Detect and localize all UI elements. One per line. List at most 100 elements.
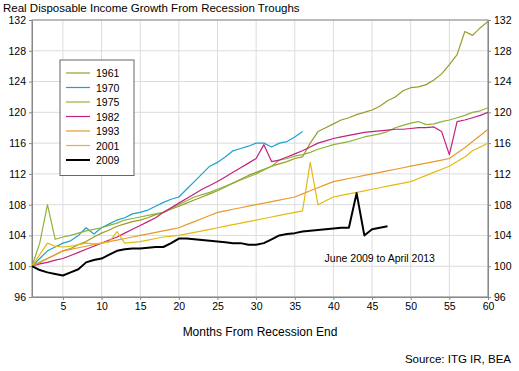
series-line [32, 22, 488, 267]
tick: 108 [8, 199, 32, 211]
tick-label: 25 [212, 300, 224, 312]
legend-label: 2009 [96, 154, 120, 166]
tick: 104 [488, 229, 512, 241]
lines [32, 22, 488, 276]
legend-label: 1975 [96, 96, 120, 108]
grid [32, 20, 488, 297]
tick: 116 [488, 137, 511, 149]
tick: 120 [8, 106, 32, 118]
tick: 45 [367, 297, 379, 312]
grid-line-y [32, 50, 488, 51]
tick-label: 112 [494, 168, 511, 180]
tick: 20 [174, 297, 186, 312]
tick-label: 132 [494, 14, 512, 26]
tick: 100 [8, 260, 32, 272]
tick: 132 [488, 14, 512, 26]
title: Real Disposable Income Growth From Reces… [3, 2, 300, 14]
legend-swatch [66, 116, 90, 117]
tick-label: 40 [328, 300, 340, 312]
tick-label: 132 [8, 14, 26, 26]
tick: 30 [251, 297, 263, 312]
tick-label: 108 [8, 199, 26, 211]
tick-label: 116 [9, 137, 26, 149]
tick: 40 [328, 297, 340, 312]
series-line [32, 108, 488, 267]
tick: 100 [488, 260, 512, 272]
tick-label: 55 [444, 300, 456, 312]
tick-label: 35 [289, 300, 301, 312]
tick-label: 20 [174, 300, 186, 312]
tick: 124 [488, 75, 512, 87]
tick-label: 128 [8, 45, 26, 57]
plot: 5101520253035404550556096100104108112116… [8, 14, 511, 313]
tick-label: 15 [135, 300, 147, 312]
tick: 112 [488, 168, 511, 180]
tick-label: 112 [9, 168, 26, 180]
x-axis-title: Months From Recession End [183, 325, 338, 339]
tick-label: 120 [494, 106, 512, 118]
tick-label: 124 [494, 75, 512, 87]
y2-axis: 96 100 104 108 112 116 120 124 128 132 [488, 14, 512, 303]
y-axis: 96 100 104 108 112 116 120 124 128 132 [8, 14, 32, 303]
tick-label: 60 [483, 300, 495, 312]
legend: 1961 1970 1975 1982 1993 2001 2009 [60, 60, 134, 176]
series-line [32, 129, 488, 266]
tick: 128 [488, 45, 512, 57]
tick-label: 30 [251, 300, 263, 312]
tick: 25 [212, 297, 224, 312]
tick: 35 [289, 297, 301, 312]
grid-line-x [217, 20, 218, 297]
tick-label: 128 [494, 45, 512, 57]
legend-swatch [66, 130, 90, 131]
tick-label: 100 [494, 260, 512, 272]
legend-label: 1961 [96, 67, 120, 79]
tick: 112 [9, 168, 32, 180]
legend-box [60, 60, 134, 176]
tick: 96 [488, 291, 506, 303]
legend-label: 1970 [96, 82, 120, 94]
tick: 60 [483, 297, 495, 312]
tick-label: 5 [60, 300, 66, 312]
grid-line-x [178, 20, 179, 297]
tick: 120 [488, 106, 512, 118]
grid-line-y [32, 266, 488, 267]
annotation: June 2009 to April 2013 [325, 252, 435, 264]
tick-label: 116 [494, 137, 511, 149]
chart: 5101520253035404550556096100104108112116… [0, 0, 519, 371]
tick: 104 [8, 229, 32, 241]
x-axis: 5 10 15 20 25 30 35 40 45 50 55 60 [33, 297, 495, 312]
tick-label: 120 [8, 106, 26, 118]
tick-label: 96 [494, 291, 506, 303]
tick: 124 [8, 75, 32, 87]
legend-label: 1982 [96, 111, 120, 123]
tick: 128 [8, 45, 32, 57]
plot-frame [32, 20, 488, 297]
legend-swatch [66, 101, 90, 102]
legend-swatch [66, 87, 90, 88]
legend-label: 2001 [96, 140, 120, 152]
tick-label: 50 [405, 300, 417, 312]
tick: 55 [444, 297, 456, 312]
source: Source: ITG IR, BEA [405, 353, 511, 365]
tick: 10 [96, 297, 108, 312]
tick: 132 [8, 14, 32, 26]
tick-label: 104 [8, 229, 26, 241]
tick-label: 104 [494, 229, 512, 241]
legend-label: 1993 [96, 125, 120, 137]
tick-label: 100 [8, 260, 26, 272]
tick: 116 [9, 137, 32, 149]
tick-label: 124 [8, 75, 26, 87]
series-line [32, 143, 488, 266]
tick: 50 [405, 297, 417, 312]
legend-swatch [66, 72, 90, 73]
legend-swatch [66, 145, 90, 146]
tick-label: 45 [367, 300, 379, 312]
tick: 5 [60, 297, 66, 312]
tick-label: 96 [14, 291, 26, 303]
tick: 15 [135, 297, 147, 312]
grid-line-y [32, 235, 488, 236]
tick-label: 10 [96, 300, 108, 312]
grid-line-x [140, 20, 141, 297]
tick: 108 [488, 199, 512, 211]
tick-label: 108 [494, 199, 512, 211]
